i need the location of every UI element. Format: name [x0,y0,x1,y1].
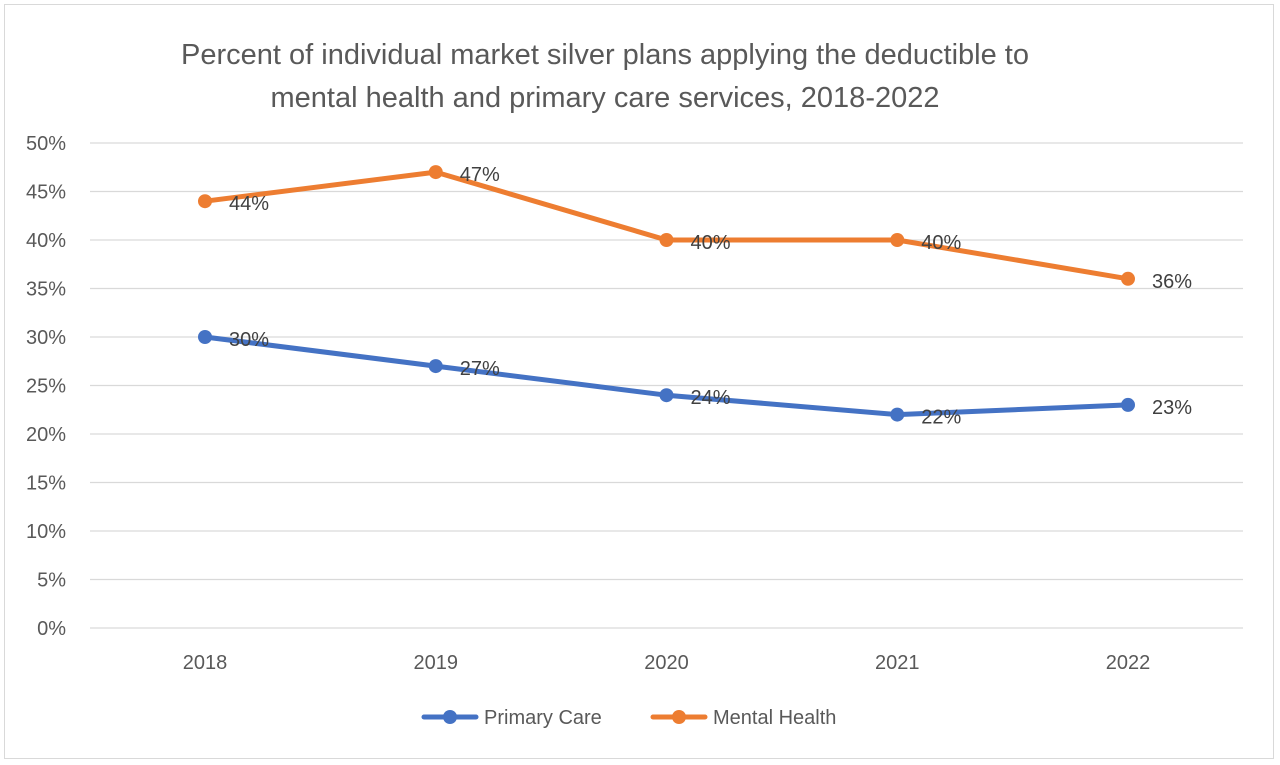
chart-title-line-2: mental health and primary care services,… [270,82,940,114]
chart-title-line-1: Percent of individual market silver plan… [181,39,1029,71]
y-tick-label: 35% [26,279,66,301]
y-tick-label: 15% [26,473,66,495]
y-tick-label: 25% [26,376,66,398]
data-label: 30% [229,329,269,351]
data-label: 47% [460,164,500,186]
chart-title: Percent of individual market silver plan… [0,34,1210,120]
legend-marker [672,710,686,724]
y-tick-label: 5% [37,570,66,592]
data-label: 36% [1152,271,1192,293]
data-point [890,407,905,422]
data-point [198,330,212,344]
legend-label: Primary Care [484,707,602,729]
data-point [659,233,674,247]
y-tick-label: 45% [26,182,66,204]
data-point [1121,271,1135,286]
data-label: 23% [1152,397,1192,419]
data-point [428,165,443,180]
y-tick-label: 40% [26,230,66,252]
x-tick-label: 2019 [414,652,459,674]
x-tick-label: 2021 [875,652,920,674]
data-point [659,388,674,403]
data-label: 22% [921,407,961,429]
x-tick-label: 2022 [1106,652,1151,674]
data-label: 44% [229,193,269,215]
series-line [202,334,1131,418]
y-tick-label: 30% [26,327,66,349]
y-tick-label: 50% [26,133,66,155]
y-tick-label: 0% [37,618,66,640]
y-tick-label: 20% [26,424,66,446]
data-label: 40% [921,232,961,254]
data-point [890,233,905,247]
x-tick-label: 2018 [183,652,228,674]
data-label: 24% [691,387,731,409]
legend-marker [443,710,457,724]
x-tick-label: 2020 [644,652,689,674]
data-point [1121,397,1135,412]
data-point [198,194,212,209]
data-label: 40% [691,232,731,254]
y-tick-label: 10% [26,521,66,543]
data-label: 27% [460,358,500,380]
data-point [428,359,443,374]
legend-label: Mental Health [713,707,836,729]
series-line [202,169,1131,282]
chart-frame [4,4,1274,759]
